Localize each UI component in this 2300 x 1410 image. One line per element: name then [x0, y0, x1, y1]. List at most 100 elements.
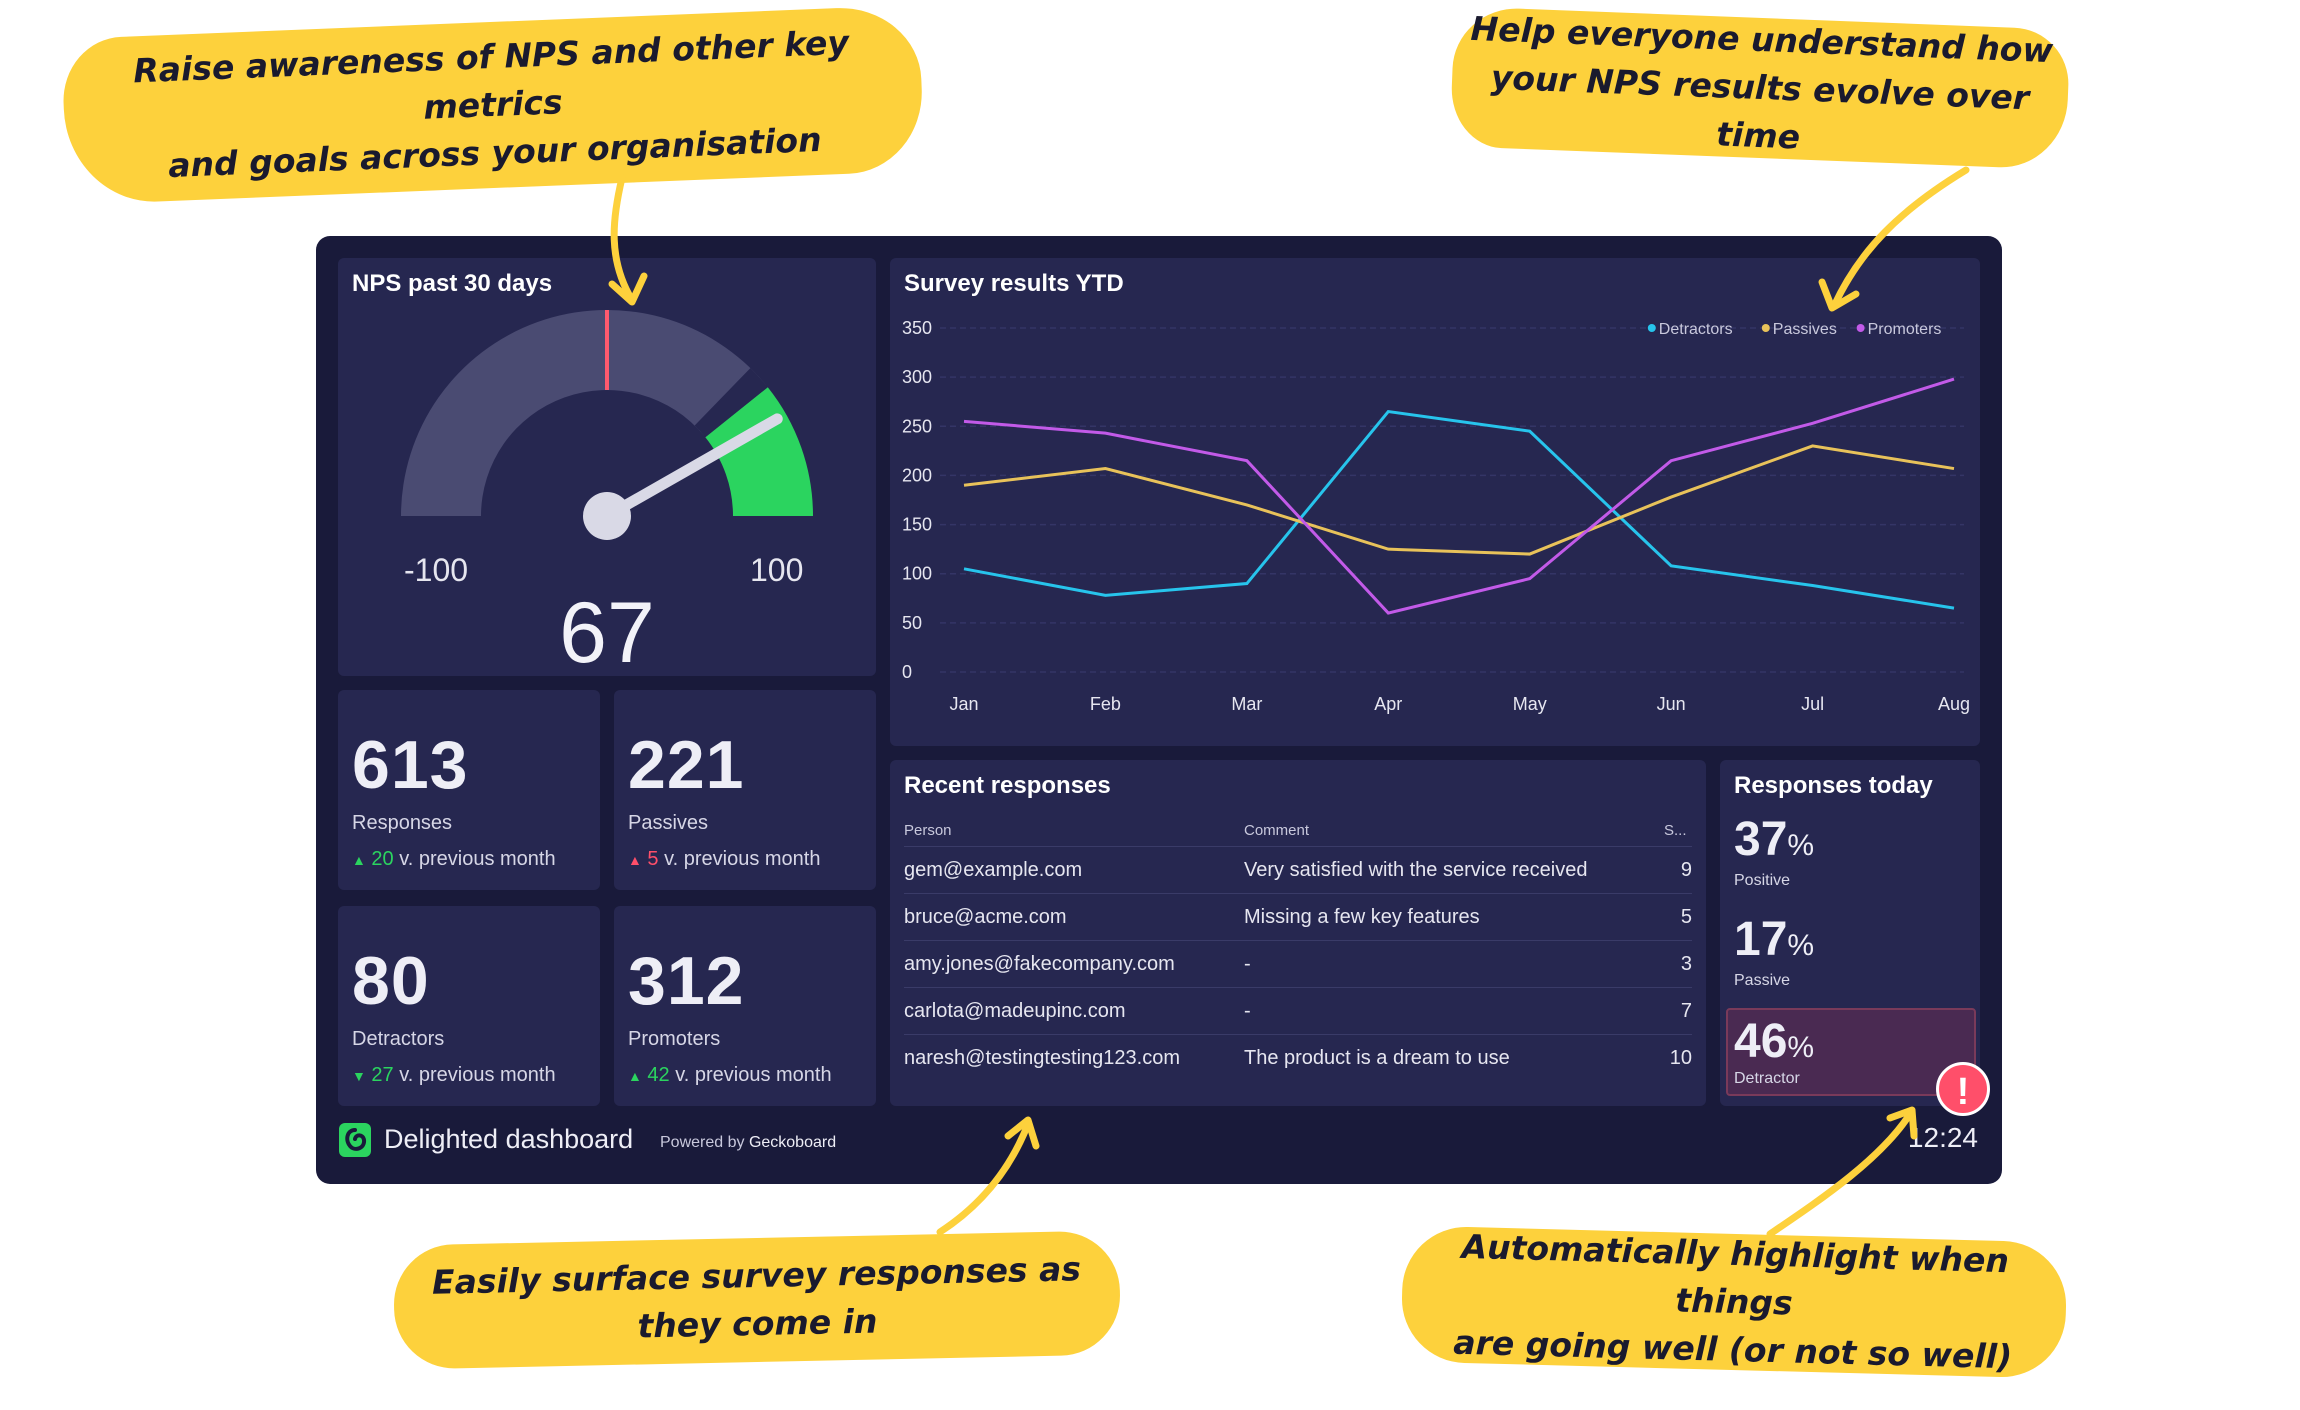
- detractor-highlight: 46% Detractor: [1726, 1008, 1976, 1096]
- callout-surface-responses: Easily surface survey responses as they …: [392, 1230, 1122, 1370]
- stat-label: Responses: [352, 812, 453, 834]
- y-tick-label: 200: [902, 465, 932, 485]
- series-line-promoters: [963, 377, 1955, 615]
- x-tick-label: Feb: [1090, 694, 1121, 714]
- cell-person: naresh@testingtesting123.com: [904, 1047, 1181, 1069]
- legend-label: Detractors: [1659, 321, 1733, 338]
- callout-line: Automatically highlight when things: [1461, 1226, 2010, 1323]
- table-row: carlota@madeupinc.com - 7: [904, 987, 1692, 1034]
- legend-marker: [1856, 324, 1865, 332]
- stat-value: 80: [352, 943, 430, 1019]
- stat-value: 312: [628, 943, 745, 1019]
- percent-value: 46: [1734, 1015, 1788, 1068]
- table-row: naresh@testingtesting123.com The product…: [904, 1034, 1692, 1081]
- passive-percent: 17%: [1734, 912, 1814, 967]
- cell-score: 9: [1680, 859, 1692, 881]
- legend-label: Promoters: [1868, 321, 1942, 338]
- cell-comment: Missing a few key features: [1244, 906, 1480, 928]
- percent-value: 37: [1734, 813, 1788, 866]
- x-tick-label: Apr: [1374, 694, 1402, 714]
- powered-prefix: Powered by: [660, 1134, 749, 1151]
- cell-comment: -: [1244, 953, 1251, 975]
- cell-person: carlota@madeupinc.com: [904, 1000, 1126, 1022]
- stat-responses: 613 Responses ▲ 20 v. previous month: [338, 690, 600, 890]
- delta-number: 27: [371, 1064, 394, 1086]
- gauge-gap: [694, 368, 768, 438]
- x-tick-label: Jul: [1801, 694, 1824, 714]
- dashboard-title: Delighted dashboard: [384, 1124, 634, 1154]
- cell-comment: -: [1244, 1000, 1251, 1022]
- delta-number: 42: [647, 1064, 670, 1086]
- detractor-percent: 46%: [1734, 1014, 1814, 1069]
- percent-value: 17: [1734, 913, 1788, 966]
- nps-panel-title: NPS past 30 days: [352, 270, 553, 297]
- nps-score: 67: [559, 585, 655, 681]
- gauge-track: [401, 310, 766, 516]
- clock: 12:24: [1907, 1122, 1978, 1153]
- gauge-fill: [705, 387, 813, 516]
- exclamation-icon: !: [1936, 1062, 1990, 1116]
- cell-person: bruce@acme.com: [904, 906, 1067, 928]
- cell-score: 5: [1680, 906, 1692, 928]
- powered-brand: Geckoboard: [748, 1134, 837, 1151]
- recent-responses-panel: Recent responses Person Comment S... gem…: [890, 760, 1706, 1106]
- positive-percent: 37%: [1734, 812, 1814, 867]
- cell-comment: Very satisfied with the service received: [1244, 859, 1588, 881]
- percent-sign: %: [1787, 929, 1815, 962]
- stat-promoters: 312 Promoters ▲ 42 v. previous month: [614, 906, 876, 1106]
- column-header-person: Person: [904, 822, 952, 839]
- trend-up-icon: ▲: [628, 1068, 642, 1084]
- trend-up-icon: ▲: [628, 852, 642, 868]
- responses-today-panel: Responses today 37% Positive 17% Passive…: [1720, 760, 1980, 1106]
- callout-results-over-time: Help everyone understand how your NPS re…: [1449, 6, 2071, 170]
- x-tick-label: Jan: [949, 694, 978, 714]
- stat-value: 613: [352, 727, 469, 803]
- delta-text: v. previous month: [658, 848, 821, 870]
- legend-label: Passives: [1773, 321, 1837, 338]
- series-line-passives: [963, 444, 1955, 556]
- cell-person: gem@example.com: [904, 859, 1083, 881]
- delta-text: v. previous month: [393, 1064, 556, 1086]
- positive-label: Positive: [1734, 872, 1791, 889]
- y-tick-label: 50: [902, 613, 922, 633]
- series-line-detractors: [963, 409, 1955, 610]
- recent-responses-title: Recent responses: [904, 772, 1111, 799]
- stat-value: 221: [628, 727, 745, 803]
- y-tick-label: 0: [902, 662, 912, 682]
- stat-delta: ▲ 5 v. previous month: [628, 848, 820, 871]
- table-row: gem@example.com Very satisfied with the …: [904, 846, 1692, 893]
- stat-delta: ▼ 27 v. previous month: [352, 1064, 556, 1087]
- y-tick-label: 250: [902, 416, 932, 436]
- stat-delta: ▲ 42 v. previous month: [628, 1064, 832, 1087]
- callout-metrics-awareness: Raise awareness of NPS and other key met…: [61, 4, 925, 206]
- passive-label: Passive: [1734, 972, 1791, 989]
- cell-person: amy.jones@fakecompany.com: [904, 953, 1175, 975]
- gauge-max-label: 100: [750, 552, 804, 588]
- cell-score: 10: [1669, 1047, 1692, 1069]
- y-tick-label: 300: [902, 367, 932, 387]
- responses-today-title: Responses today: [1734, 772, 1933, 799]
- trend-up-icon: ▲: [352, 852, 366, 868]
- stat-label: Promoters: [628, 1028, 721, 1050]
- gauge-hub: [583, 492, 631, 540]
- nps-gauge: [401, 310, 813, 540]
- percent-sign: %: [1787, 829, 1815, 862]
- chart-title: Survey results YTD: [904, 270, 1124, 297]
- table-row: bruce@acme.com Missing a few key feature…: [904, 893, 1692, 940]
- trend-down-icon: ▼: [352, 1068, 366, 1084]
- survey-results-chart-panel: Survey results YTD 0 50 100 150 200 250 300 350…: [890, 258, 1980, 746]
- detractor-label: Detractor: [1734, 1070, 1800, 1087]
- cell-comment: The product is a dream to use: [1244, 1047, 1510, 1069]
- x-tick-label: Jun: [1657, 694, 1686, 714]
- y-tick-label: 150: [902, 515, 932, 535]
- line-chart: 0 50 100 150 200 250 300 350 Jan Feb Mar Apr May Jun J…: [902, 318, 1970, 714]
- cell-score: 7: [1680, 1000, 1692, 1022]
- dashboard: NPS past 30 days -100 100 67 613 Respons…: [316, 236, 2002, 1184]
- table-row: amy.jones@fakecompany.com - 3: [904, 940, 1692, 987]
- column-header-score: S...: [1664, 822, 1687, 839]
- legend-marker: [1761, 324, 1770, 332]
- delighted-logo-icon: [339, 1123, 371, 1157]
- delta-text: v. previous month: [393, 848, 556, 870]
- gauge-needle: [601, 413, 783, 522]
- gauge-min-label: -100: [404, 552, 469, 588]
